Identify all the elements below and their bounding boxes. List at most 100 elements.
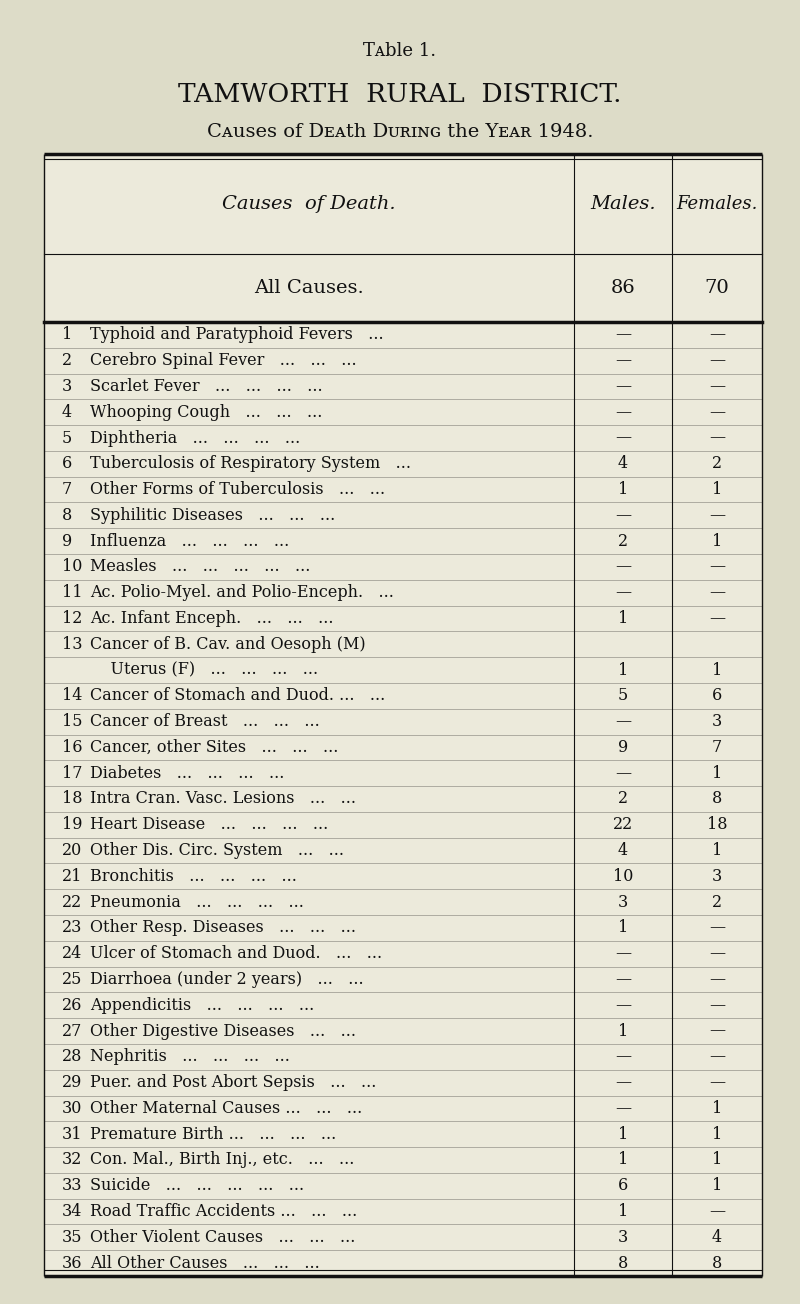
Text: —: — (709, 971, 725, 988)
Text: —: — (615, 764, 631, 781)
Text: 31: 31 (62, 1125, 82, 1142)
Bar (44, 154, 762, 1277)
Text: —: — (615, 352, 631, 369)
Text: 29: 29 (62, 1074, 82, 1091)
Text: Cancer of Breast   ...   ...   ...: Cancer of Breast ... ... ... (90, 713, 320, 730)
Text: Cancer of Stomach and Duod. ...   ...: Cancer of Stomach and Duod. ... ... (90, 687, 386, 704)
Text: —: — (615, 429, 631, 446)
Text: 2: 2 (62, 352, 72, 369)
Text: 70: 70 (705, 279, 730, 297)
Text: Road Traffic Accidents ...   ...   ...: Road Traffic Accidents ... ... ... (90, 1204, 358, 1221)
Text: 4: 4 (712, 1228, 722, 1245)
Text: 34: 34 (62, 1204, 82, 1221)
Text: —: — (615, 584, 631, 601)
Text: 3: 3 (712, 868, 722, 885)
Text: 7: 7 (62, 481, 72, 498)
Text: Causes  of Death.: Causes of Death. (222, 196, 396, 213)
Text: Syphilitic Diseases   ...   ...   ...: Syphilitic Diseases ... ... ... (90, 507, 335, 524)
Text: Cancer of B. Cav. and Oesoph (M): Cancer of B. Cav. and Oesoph (M) (90, 636, 366, 653)
Text: Nephritis   ...   ...   ...   ...: Nephritis ... ... ... ... (90, 1048, 290, 1065)
Text: Other Forms of Tuberculosis   ...   ...: Other Forms of Tuberculosis ... ... (90, 481, 385, 498)
Text: 17: 17 (62, 764, 82, 781)
Text: 18: 18 (706, 816, 727, 833)
Text: Measles   ...   ...   ...   ...   ...: Measles ... ... ... ... ... (90, 558, 310, 575)
Text: 22: 22 (62, 893, 82, 910)
Text: 10: 10 (613, 868, 633, 885)
Text: 3: 3 (712, 713, 722, 730)
Text: 19: 19 (62, 816, 82, 833)
Text: —: — (709, 404, 725, 421)
Text: Typhoid and Paratyphoid Fevers   ...: Typhoid and Paratyphoid Fevers ... (90, 326, 384, 343)
Text: 21: 21 (62, 868, 82, 885)
Text: 9: 9 (62, 532, 72, 550)
Text: 13: 13 (62, 636, 82, 653)
Text: 1: 1 (62, 326, 72, 343)
Text: Diphtheria   ...   ...   ...   ...: Diphtheria ... ... ... ... (90, 429, 300, 446)
Text: —: — (709, 996, 725, 1013)
Text: 1: 1 (712, 532, 722, 550)
Text: 1: 1 (618, 1125, 628, 1142)
Text: Intra Cran. Vasc. Lesions   ...   ...: Intra Cran. Vasc. Lesions ... ... (90, 790, 356, 807)
Text: —: — (709, 1048, 725, 1065)
Text: 22: 22 (613, 816, 633, 833)
Text: 24: 24 (62, 945, 82, 962)
Text: 5: 5 (62, 429, 72, 446)
Text: 1: 1 (712, 1125, 722, 1142)
Text: 12: 12 (62, 610, 82, 627)
Text: 1: 1 (618, 661, 628, 678)
Text: Appendicitis   ...   ...   ...   ...: Appendicitis ... ... ... ... (90, 996, 314, 1013)
Text: —: — (709, 919, 725, 936)
Text: 11: 11 (62, 584, 82, 601)
Text: Other Violent Causes   ...   ...   ...: Other Violent Causes ... ... ... (90, 1228, 355, 1245)
Text: —: — (709, 558, 725, 575)
Text: —: — (709, 1022, 725, 1039)
Text: All Other Causes   ...   ...   ...: All Other Causes ... ... ... (90, 1254, 320, 1271)
Text: 6: 6 (712, 687, 722, 704)
Text: 35: 35 (62, 1228, 82, 1245)
Text: 16: 16 (62, 739, 82, 756)
Text: 2: 2 (712, 893, 722, 910)
Text: Females.: Females. (676, 196, 758, 213)
Text: Tuberculosis of Respiratory System   ...: Tuberculosis of Respiratory System ... (90, 455, 411, 472)
Text: 8: 8 (712, 1254, 722, 1271)
Text: —: — (709, 326, 725, 343)
Text: 86: 86 (610, 279, 635, 297)
Text: 8: 8 (712, 790, 722, 807)
Text: —: — (615, 945, 631, 962)
Text: Pneumonia   ...   ...   ...   ...: Pneumonia ... ... ... ... (90, 893, 304, 910)
Text: 27: 27 (62, 1022, 82, 1039)
Text: —: — (709, 610, 725, 627)
Text: —: — (615, 507, 631, 524)
Text: 25: 25 (62, 971, 82, 988)
Text: Whooping Cough   ...   ...   ...: Whooping Cough ... ... ... (90, 404, 322, 421)
Text: —: — (709, 429, 725, 446)
Text: 1: 1 (712, 1099, 722, 1118)
Text: Puer. and Post Abort Sepsis   ...   ...: Puer. and Post Abort Sepsis ... ... (90, 1074, 376, 1091)
Text: 18: 18 (62, 790, 82, 807)
Text: 4: 4 (618, 842, 628, 859)
Text: —: — (709, 507, 725, 524)
Text: Premature Birth ...   ...   ...   ...: Premature Birth ... ... ... ... (90, 1125, 336, 1142)
Text: 1: 1 (712, 661, 722, 678)
Text: —: — (615, 996, 631, 1013)
Text: —: — (615, 404, 631, 421)
Text: —: — (615, 971, 631, 988)
Text: —: — (709, 378, 725, 395)
Text: Other Resp. Diseases   ...   ...   ...: Other Resp. Diseases ... ... ... (90, 919, 356, 936)
Text: 1: 1 (618, 1204, 628, 1221)
Text: Other Digestive Diseases   ...   ...: Other Digestive Diseases ... ... (90, 1022, 356, 1039)
Text: 1: 1 (618, 1151, 628, 1168)
Text: 2: 2 (712, 455, 722, 472)
Text: —: — (709, 1074, 725, 1091)
Text: 15: 15 (62, 713, 82, 730)
Text: 8: 8 (618, 1254, 628, 1271)
Text: —: — (709, 1204, 725, 1221)
Text: 28: 28 (62, 1048, 82, 1065)
Text: 4: 4 (62, 404, 72, 421)
Text: —: — (709, 584, 725, 601)
Text: 6: 6 (62, 455, 72, 472)
Text: —: — (709, 352, 725, 369)
Text: Scarlet Fever   ...   ...   ...   ...: Scarlet Fever ... ... ... ... (90, 378, 322, 395)
Text: 1: 1 (712, 764, 722, 781)
Text: —: — (615, 1099, 631, 1118)
